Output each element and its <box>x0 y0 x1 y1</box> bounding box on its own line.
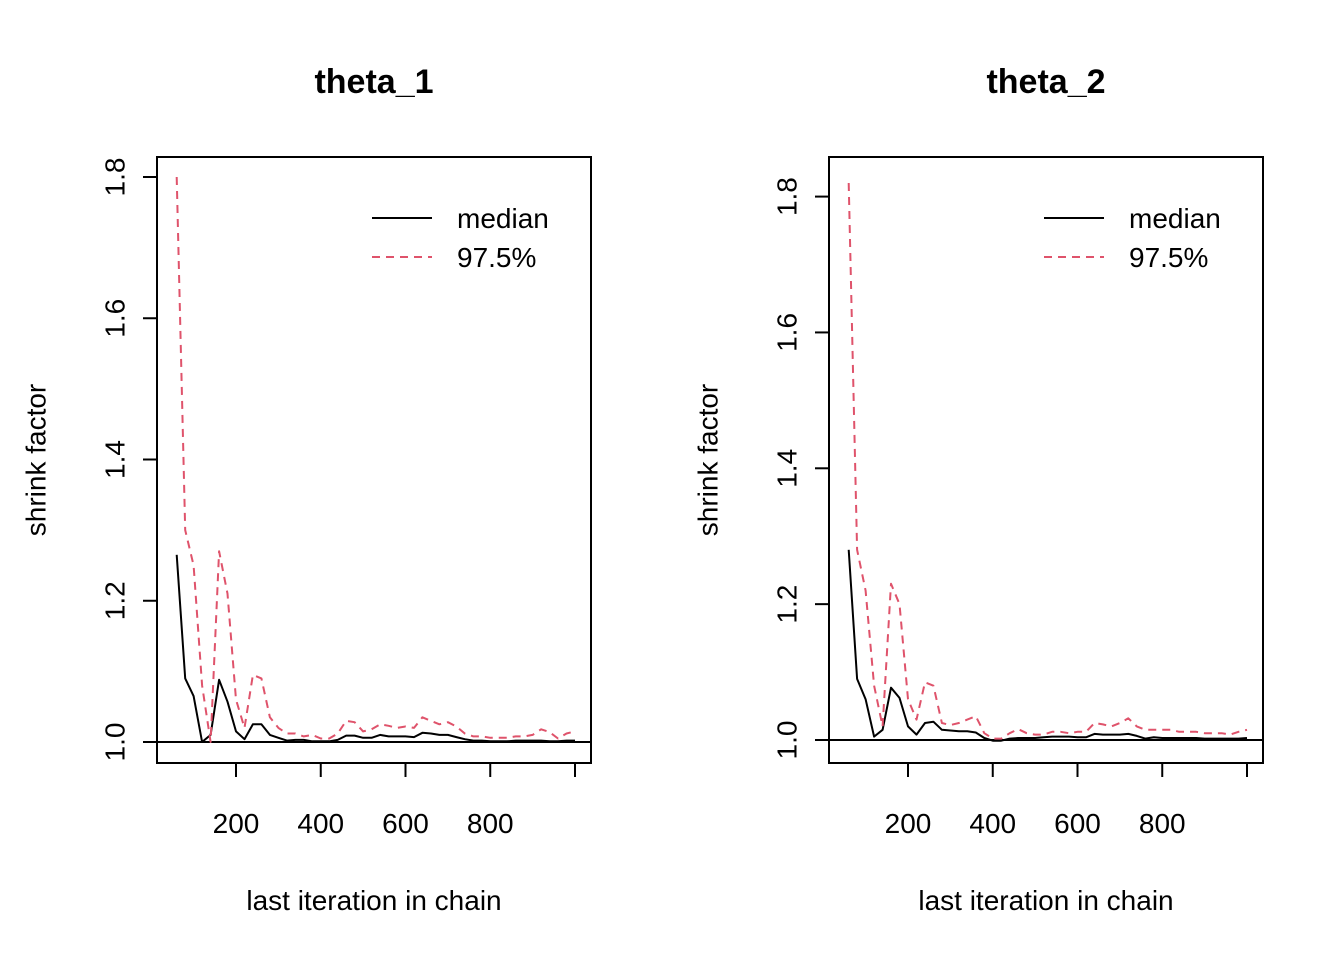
legend-label-1-1: 97.5% <box>457 242 536 273</box>
legend-label-2-1: 97.5% <box>1129 242 1208 273</box>
x-tick-label-1-3: 800 <box>467 808 514 839</box>
series-line-2-q975 <box>847 182 1248 740</box>
x-tick-label-2-0: 200 <box>885 808 932 839</box>
chart-title-1: theta_1 <box>314 63 433 101</box>
y-tick-label-1-0: 1.0 <box>99 723 130 762</box>
plot-frame-2 <box>828 156 1264 764</box>
legend-label-2-0: median <box>1129 203 1221 234</box>
series-line-2-median <box>847 549 1248 742</box>
x-tick-label-2-3: 800 <box>1139 808 1186 839</box>
x-tick-label-1-1: 400 <box>297 808 344 839</box>
series-line-1-q975 <box>175 176 576 743</box>
y-tick-label-2-3: 1.6 <box>771 313 802 352</box>
y-tick-label-2-0: 1.0 <box>771 721 802 760</box>
chart-title-2: theta_2 <box>986 63 1105 101</box>
y-tick-label-2-1: 1.2 <box>771 585 802 624</box>
y-axis-label-1: shrink factor <box>20 384 51 537</box>
y-tick-label-1-2: 1.4 <box>99 440 130 479</box>
x-axis-label-1: last iteration in chain <box>246 885 501 916</box>
y-tick-label-2-4: 1.8 <box>771 177 802 216</box>
y-tick-label-2-2: 1.4 <box>771 449 802 488</box>
x-tick-label-2-1: 400 <box>969 808 1016 839</box>
y-axis-label-2: shrink factor <box>692 384 723 537</box>
x-tick-label-1-2: 600 <box>382 808 429 839</box>
y-tick-label-1-4: 1.8 <box>99 158 130 197</box>
y-tick-label-1-3: 1.6 <box>99 299 130 338</box>
series-line-1-median <box>175 554 575 743</box>
x-tick-label-2-2: 600 <box>1054 808 1101 839</box>
legend-label-1-0: median <box>457 203 549 234</box>
y-tick-label-1-1: 1.2 <box>99 581 130 620</box>
x-axis-label-2: last iteration in chain <box>918 885 1173 916</box>
x-tick-label-1-0: 200 <box>213 808 260 839</box>
